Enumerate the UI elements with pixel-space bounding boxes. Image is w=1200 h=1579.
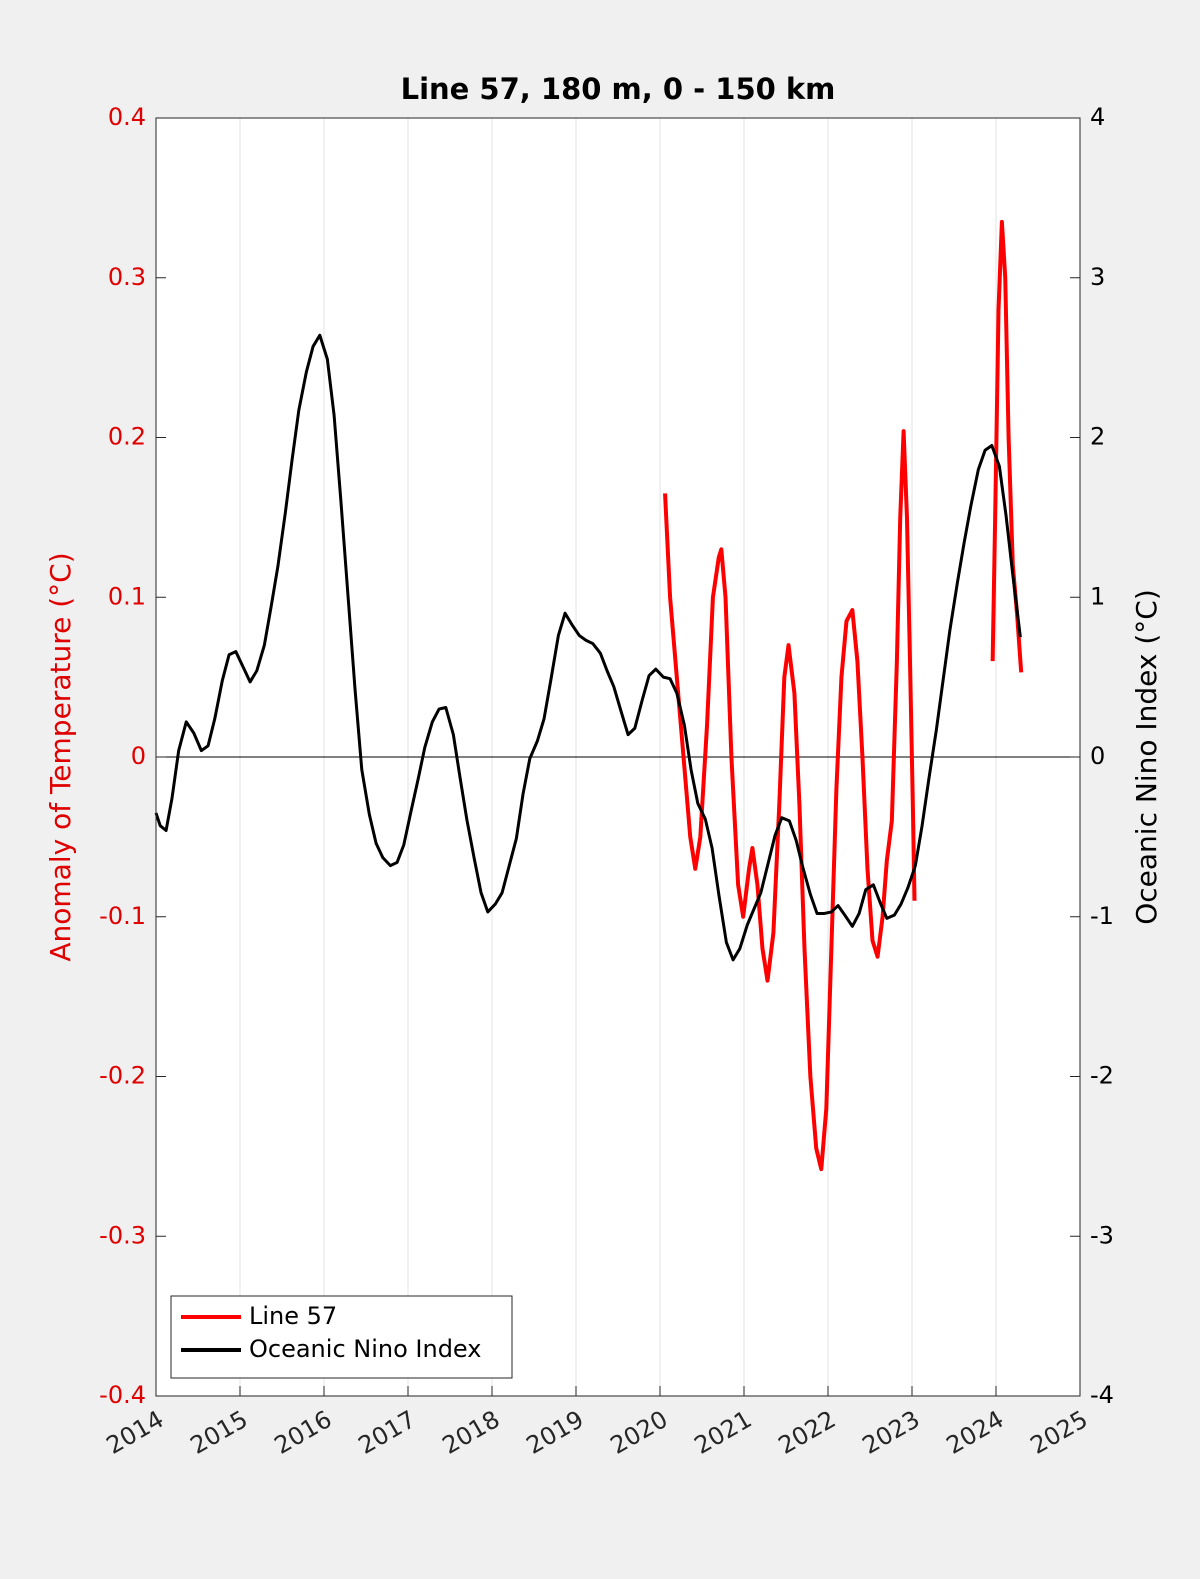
y2-tick-label: -2 — [1090, 1062, 1114, 1090]
y-tick-label: -0.4 — [99, 1381, 146, 1409]
legend-box — [170, 1295, 513, 1379]
y2-tick-label: 1 — [1090, 582, 1105, 610]
y2-tick-label: -3 — [1090, 1221, 1114, 1249]
y-tick-label: 0.3 — [108, 263, 146, 291]
y2-tick-label: -4 — [1090, 1381, 1114, 1409]
y2-tick-label: 2 — [1090, 423, 1105, 451]
legend-label: Oceanic Nino Index — [249, 1335, 481, 1363]
legend: Line 57 Oceanic Nino Index — [170, 1295, 513, 1379]
y-axis-label: Anomaly of Temperature (°C) — [44, 552, 77, 961]
y2-tick-label: 3 — [1090, 263, 1105, 291]
y-tick-label: 0.2 — [108, 423, 146, 451]
y-tick-label: 0.1 — [108, 582, 146, 610]
data-line — [154, 333, 1022, 962]
legend-label: Line 57 — [249, 1302, 337, 1330]
y2-axis-label: Oceanic Nino Index (°C) — [1130, 589, 1163, 925]
y-tick-label: 0 — [131, 742, 146, 770]
lines — [154, 219, 1024, 1172]
y2-tick-label: -1 — [1090, 902, 1114, 930]
y-tick-label: -0.1 — [99, 902, 146, 930]
chart-title: Line 57, 180 m, 0 - 150 km — [401, 72, 836, 106]
y-tick-label: 0.4 — [108, 103, 146, 131]
y2-tick-label: 0 — [1090, 742, 1105, 770]
y-tick-label: -0.2 — [99, 1062, 146, 1090]
y-tick-label: -0.3 — [99, 1221, 146, 1249]
y2-tick-label: 4 — [1090, 103, 1105, 131]
